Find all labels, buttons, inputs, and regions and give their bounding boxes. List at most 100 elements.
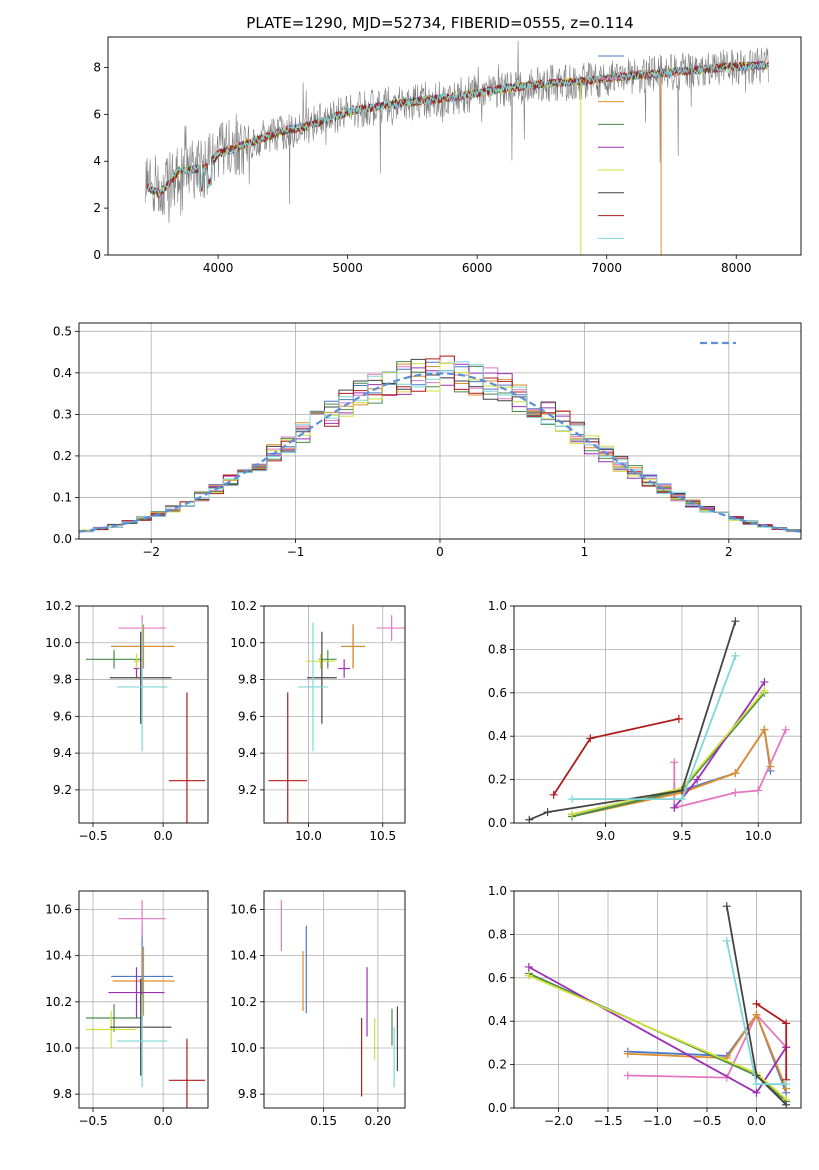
y-tick-label: 1.0	[488, 599, 507, 613]
series-line	[673, 729, 787, 809]
x-tick-label: 10.0	[745, 829, 772, 843]
axis-decor: 9.0 9.5 10.0 0.0 0.2 0.4 0.6 0.8 1.0	[488, 599, 802, 843]
plot-area	[525, 617, 790, 823]
errorbar-point-salpeter-stelib	[168, 1038, 206, 1108]
x-tick-label: 0.15	[310, 1114, 337, 1128]
axes-frame	[513, 890, 802, 1109]
y-tick-label: 9.8	[53, 673, 72, 687]
plot-area	[524, 902, 791, 1108]
x-tick-label: −1.5	[593, 1114, 622, 1128]
series-kroupa-miles	[623, 1010, 791, 1093]
series-chabrier-stelib	[525, 617, 740, 823]
x-tick-label: −2.0	[544, 1114, 573, 1128]
model-spectrum-chabrier-stelib	[146, 61, 769, 199]
y-tick-label: 1.0	[488, 884, 507, 898]
y-tick-label: 10.2	[230, 995, 257, 1009]
axis-decor: −2 −1 0 1 2 0.0 0.1 0.2 0.3 0.4 0.5	[53, 322, 802, 559]
data-marker	[731, 769, 740, 778]
series-line	[528, 620, 737, 821]
data-marker	[524, 962, 533, 971]
x-tick-label: 7000	[591, 261, 622, 275]
data-marker	[752, 999, 761, 1008]
x-tick-label: 0.0	[154, 1114, 173, 1128]
x-tick-label: 9.5	[672, 829, 691, 843]
y-tick-label: 0.2	[488, 773, 507, 787]
data-marker	[524, 971, 533, 980]
plot-area	[86, 615, 206, 823]
data-marker	[623, 1071, 632, 1080]
errorbar-point-kroupa-stelib	[298, 622, 328, 752]
y-tick-label: 10.0	[230, 636, 257, 650]
y-tick-label: 9.4	[53, 746, 72, 760]
spectrum-title: PLATE=1290, MJD=52734, FIBERID=0555, z=0…	[246, 14, 633, 32]
gaussian-reference-line	[79, 372, 801, 533]
y-tick-label: 0.2	[53, 449, 72, 463]
x-tick-label: 0.20	[365, 1114, 392, 1128]
series-line	[552, 717, 680, 796]
data-marker	[731, 788, 740, 797]
y-tick-label: 0.0	[53, 532, 72, 546]
model-spectrum-salpeter-elodie	[146, 60, 769, 197]
data-marker	[752, 1010, 761, 1019]
data-marker	[752, 1088, 761, 1097]
data-marker	[670, 758, 679, 767]
y-tick-label: 10.2	[230, 599, 257, 613]
data-marker	[693, 775, 702, 784]
errorbar-point-kroupa-miles	[112, 946, 175, 1016]
y-tick-label: 10.4	[45, 949, 72, 963]
data-marker	[568, 795, 577, 804]
errorbar-point-kroupa-stelib	[116, 994, 168, 1088]
plot-area	[268, 615, 405, 823]
y-tick-label: 0.2	[488, 1058, 507, 1072]
y-tick-label: 0.0	[488, 1101, 507, 1115]
x-tick-label: 5000	[332, 261, 363, 275]
x-tick-label: 4000	[203, 261, 234, 275]
data-marker	[722, 936, 731, 945]
data-marker	[525, 815, 534, 823]
axes-frame	[78, 322, 802, 540]
data-marker	[754, 786, 763, 795]
series-line	[571, 727, 772, 816]
model-spectrum-kroupa-miles	[146, 59, 769, 198]
errorbar-point-chabrier-elodie	[86, 650, 143, 669]
data-marker	[760, 725, 769, 734]
x-tick-label: 10.5	[369, 829, 396, 843]
y-tick-label: 9.2	[238, 783, 257, 797]
x-tick-label: −1	[287, 545, 305, 559]
model-spectrum-kroupa-stelib	[146, 61, 770, 197]
axes-mass-EBV: 0.15 0.20 9.8 10.0 10.2 10.4 10.6	[230, 890, 406, 1128]
errorbar-point-kroupa-stelib	[116, 622, 168, 752]
data-marker	[586, 734, 595, 743]
y-tick-label: 10.0	[45, 636, 72, 650]
axes-frame	[107, 36, 802, 256]
axes-mass-Z: −0.5 0.0 9.8 10.0 10.2 10.4 10.6	[45, 890, 209, 1128]
plot-area	[86, 900, 206, 1108]
y-tick-label: 0.8	[488, 642, 507, 656]
model-spectrum-chabrier-elodie	[146, 61, 769, 197]
model-spectrum-kroupa-elodie	[146, 61, 769, 197]
axes-frame	[78, 605, 209, 824]
y-tick-label: 9.4	[238, 746, 257, 760]
residual-histogram-kroupa-stelib	[79, 361, 801, 534]
y-tick-label: 9.6	[53, 709, 72, 723]
series-line	[572, 655, 737, 800]
grid	[264, 891, 405, 1108]
y-tick-label: 9.8	[238, 1087, 257, 1101]
model-spectrum-chabrier-miles	[146, 61, 770, 199]
errorbar-point-kroupa-elodie	[133, 653, 140, 669]
y-tick-label: 2	[93, 201, 101, 215]
y-tick-label: 10.2	[45, 599, 72, 613]
y-tick-label: 8	[93, 60, 101, 74]
axis-decor: −0.5 0.0 9.8 10.0 10.2 10.4 10.6	[45, 890, 209, 1128]
data-marker	[760, 677, 769, 686]
y-tick-label: 10.0	[45, 1041, 72, 1055]
y-tick-label: 10.2	[45, 995, 72, 1009]
data-marker	[623, 1049, 632, 1058]
series-salpeter-stelib	[752, 999, 791, 1084]
y-tick-label: 9.8	[238, 673, 257, 687]
plot-area	[79, 355, 801, 534]
data-marker	[752, 1080, 761, 1089]
x-tick-label: 9.0	[596, 829, 615, 843]
x-tick-label: 0.0	[747, 1114, 766, 1128]
